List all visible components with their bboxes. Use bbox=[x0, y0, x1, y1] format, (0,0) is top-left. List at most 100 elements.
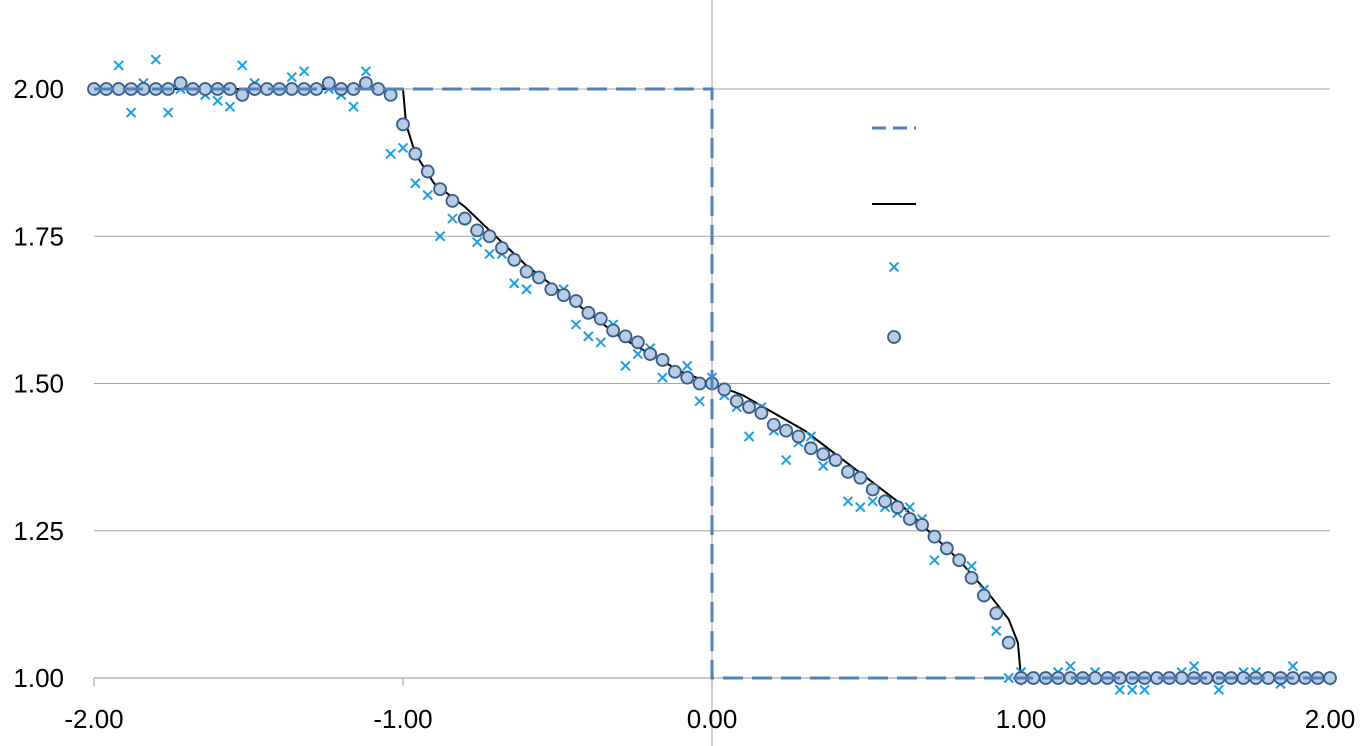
y-tick-label: 1.25 bbox=[13, 516, 64, 546]
circle-point bbox=[383, 87, 398, 102]
legend bbox=[872, 126, 916, 344]
y-tick-label: 1.75 bbox=[13, 221, 64, 251]
x-tick-label: 1.00 bbox=[996, 704, 1047, 734]
circle-point bbox=[766, 417, 781, 432]
cross-point bbox=[583, 331, 594, 342]
cross-point bbox=[1127, 684, 1138, 695]
circle-point bbox=[507, 252, 522, 267]
circle-point bbox=[915, 517, 930, 532]
cross-point bbox=[805, 431, 817, 442]
cross-point bbox=[818, 460, 829, 472]
cross-point bbox=[447, 213, 458, 224]
circle-point bbox=[791, 429, 806, 444]
cross-point bbox=[595, 337, 606, 348]
cross-point bbox=[657, 372, 668, 383]
circle-point bbox=[692, 376, 707, 391]
y-tick-label: 2.00 bbox=[13, 74, 64, 104]
y-tick-label: 1.00 bbox=[13, 663, 64, 693]
circle-point bbox=[742, 400, 756, 414]
cross-point bbox=[471, 236, 483, 248]
cross-point bbox=[162, 107, 174, 118]
cross-point bbox=[620, 360, 631, 372]
cross-point bbox=[991, 625, 1002, 637]
cross-point bbox=[842, 496, 854, 507]
cross-point bbox=[113, 60, 124, 71]
cross-point bbox=[743, 431, 755, 442]
circle-point bbox=[939, 541, 954, 556]
circle-point bbox=[519, 264, 534, 279]
circle-point bbox=[173, 76, 188, 91]
circle-point bbox=[606, 323, 621, 338]
cross-point bbox=[904, 501, 915, 513]
cross-point bbox=[694, 395, 705, 407]
cross-point bbox=[434, 231, 446, 242]
circle-point bbox=[989, 606, 1004, 621]
cross-point bbox=[1139, 684, 1150, 695]
circle-point bbox=[494, 241, 509, 255]
cross-point bbox=[360, 66, 372, 77]
circle-point bbox=[853, 470, 868, 485]
circle-point bbox=[235, 87, 250, 102]
cross-point bbox=[1003, 672, 1014, 684]
circle-point bbox=[569, 294, 583, 308]
cross-point bbox=[212, 95, 223, 106]
cross-point bbox=[1188, 661, 1200, 672]
circle-point bbox=[593, 311, 608, 326]
circle-point bbox=[408, 146, 423, 161]
circle-point bbox=[321, 76, 336, 91]
cross-point bbox=[509, 278, 520, 289]
circle-point bbox=[445, 194, 460, 208]
x-tick-label: 2.00 bbox=[1305, 704, 1356, 734]
cross-point bbox=[1065, 661, 1076, 672]
series-initial-dashed-line bbox=[94, 87, 1330, 680]
cross-point bbox=[682, 360, 693, 372]
legend-symbol-cross bbox=[888, 261, 900, 273]
cross-point bbox=[397, 142, 409, 154]
circle-point bbox=[952, 553, 967, 568]
circle-point bbox=[643, 347, 658, 361]
circle-point bbox=[655, 353, 670, 367]
circle-point bbox=[816, 447, 831, 462]
circle-point bbox=[754, 406, 769, 420]
circle-point bbox=[396, 117, 410, 132]
circle-point bbox=[532, 270, 546, 285]
circle-point bbox=[420, 164, 435, 179]
circle-point bbox=[433, 182, 447, 197]
cross-point bbox=[422, 189, 433, 201]
cross-point bbox=[1213, 684, 1224, 695]
cross-point bbox=[966, 560, 977, 572]
x-tick-label: -2.00 bbox=[64, 704, 123, 734]
tick-labels: 1.00 1.25 1.50 1.75 2.00 -2.00 -1.00 0.00 1.00 2.… bbox=[13, 74, 1355, 734]
cross-point bbox=[348, 101, 359, 112]
circle-point bbox=[977, 588, 991, 603]
cross-point bbox=[298, 66, 310, 77]
circle-point bbox=[865, 482, 880, 497]
cross-point bbox=[385, 148, 396, 159]
circle-point bbox=[556, 288, 571, 303]
data-series bbox=[87, 54, 1337, 695]
circle-point bbox=[581, 305, 596, 320]
cross-point bbox=[150, 54, 162, 65]
circle-point bbox=[927, 529, 942, 544]
y-tick-label: 1.50 bbox=[13, 369, 64, 399]
cross-point bbox=[570, 319, 582, 330]
cross-point bbox=[410, 178, 421, 189]
circle-point bbox=[803, 441, 818, 456]
circle-point bbox=[1323, 671, 1337, 685]
circle-point bbox=[111, 82, 126, 96]
cross-point bbox=[632, 348, 644, 360]
cross-point bbox=[484, 248, 495, 260]
cross-point bbox=[855, 501, 866, 513]
cross-point bbox=[125, 107, 137, 118]
series-circle-markers bbox=[87, 76, 1337, 685]
circle-point bbox=[841, 464, 855, 479]
circle-point bbox=[680, 370, 695, 385]
circle-point bbox=[198, 82, 213, 96]
cross-point bbox=[867, 496, 878, 507]
cross-point bbox=[237, 60, 248, 71]
circle-point bbox=[470, 223, 485, 238]
cross-point bbox=[224, 101, 236, 112]
legend-symbol-circle bbox=[887, 330, 901, 344]
